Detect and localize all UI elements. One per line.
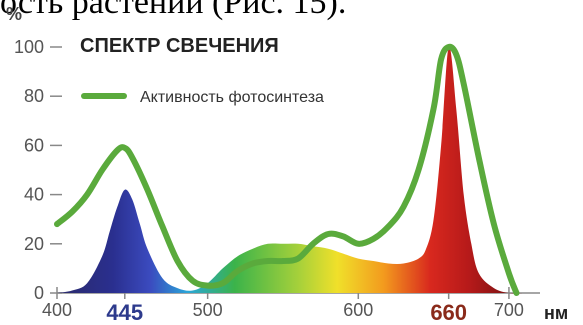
top-text-fragment: ость растений (Рис. 15). (0, 0, 347, 21)
x-tick-label: 500 (193, 300, 223, 320)
y-axis-unit: % (6, 4, 22, 24)
y-ticks-group: 0 20 40 60 80 100 (14, 37, 62, 303)
legend: Активность фотосинтеза (81, 89, 324, 106)
y-tick-label: 80 (24, 86, 44, 106)
x-tick-label: 445 (106, 300, 143, 325)
x-axis-unit: нм (544, 303, 568, 323)
y-tick-label: 0 (34, 283, 44, 303)
y-tick-label: 100 (14, 37, 44, 57)
x-tick-label: 660 (430, 300, 467, 325)
y-tick-label: 20 (24, 234, 44, 254)
x-ticks-group: 400 445 500 600 660 700 (42, 287, 524, 325)
x-tick-label: 400 (42, 300, 72, 320)
y-tick-label: 40 (24, 185, 44, 205)
spectrum-area (57, 46, 524, 294)
y-tick-label: 60 (24, 135, 44, 155)
x-tick-label: 600 (343, 300, 373, 320)
chart-title: СПЕКТР СВЕЧЕНИЯ (80, 35, 279, 57)
photosynthesis-line (54, 43, 520, 296)
legend-label: Активность фотосинтеза (140, 89, 324, 106)
x-tick-label: 700 (494, 300, 524, 320)
